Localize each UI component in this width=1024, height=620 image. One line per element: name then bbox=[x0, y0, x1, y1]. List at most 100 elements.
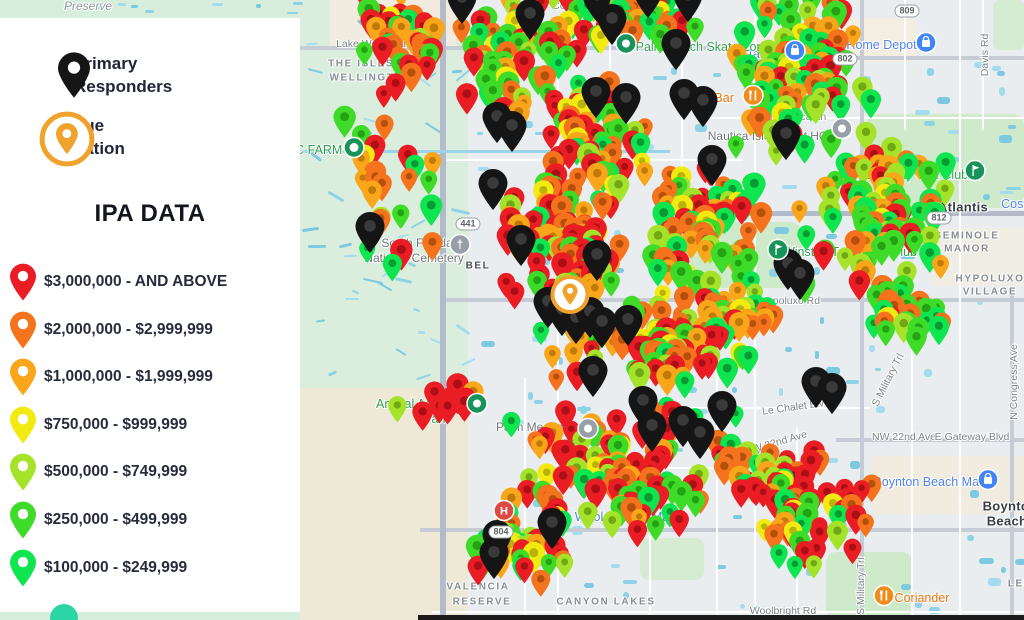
map-label: VILLAGE bbox=[962, 286, 1018, 298]
price-pin-3m-and-above[interactable] bbox=[372, 36, 393, 67]
price-pin-500k-749999[interactable] bbox=[855, 158, 873, 184]
pond bbox=[974, 62, 988, 68]
legend-pin-icon bbox=[10, 453, 36, 491]
road bbox=[420, 528, 1024, 532]
home-depot-icon[interactable] bbox=[915, 31, 937, 59]
restaurant-icon[interactable] bbox=[742, 84, 764, 112]
pond bbox=[131, 5, 138, 8]
pond bbox=[979, 558, 994, 564]
map-label: MANOR bbox=[944, 243, 990, 255]
pond bbox=[846, 380, 859, 384]
price-pin-500k-749999[interactable] bbox=[545, 0, 562, 10]
pond bbox=[614, 230, 621, 239]
hospital-icon[interactable]: H bbox=[493, 499, 515, 527]
pond bbox=[584, 583, 594, 588]
land-area bbox=[0, 612, 300, 620]
pond bbox=[523, 121, 533, 128]
price-pin-250k-499999[interactable] bbox=[686, 17, 704, 43]
land-area bbox=[993, 0, 1024, 50]
svg-text:†: † bbox=[457, 238, 464, 252]
mall-icon[interactable] bbox=[977, 468, 999, 496]
price-pin-2m-2999999[interactable] bbox=[400, 62, 422, 93]
skate-zone-icon[interactable] bbox=[615, 32, 637, 60]
price-pin-1m-1999999[interactable] bbox=[636, 162, 654, 187]
legend-item-label: $500,000 - $749,999 bbox=[44, 463, 188, 481]
pond bbox=[815, 351, 819, 359]
pond bbox=[850, 461, 860, 469]
legend-item-1m-1999999: $1,000,000 - $1,999,999 bbox=[10, 355, 213, 399]
restaurant-icon[interactable] bbox=[873, 584, 895, 612]
pond bbox=[785, 347, 792, 352]
price-pin-2m-2999999[interactable] bbox=[400, 168, 418, 192]
price-pin-3m-and-above[interactable] bbox=[542, 125, 560, 150]
price-pin-500k-749999[interactable] bbox=[805, 94, 827, 124]
price-pin-100k-249999[interactable] bbox=[831, 94, 851, 122]
price-pin-100k-249999[interactable] bbox=[734, 21, 756, 52]
map-label: BEL bbox=[465, 260, 491, 272]
pond bbox=[477, 132, 483, 135]
pond bbox=[97, 3, 106, 7]
hoa-icon[interactable] bbox=[831, 117, 853, 145]
legend-item-100k-249999: $100,000 - $249,999 bbox=[10, 546, 187, 590]
route-shield: 441 bbox=[455, 217, 481, 231]
golf-icon[interactable] bbox=[964, 159, 986, 187]
cemetery-icon[interactable]: † bbox=[449, 233, 471, 261]
legend-pin-icon bbox=[10, 549, 36, 587]
price-pin-100k-249999[interactable] bbox=[756, 15, 773, 39]
road bbox=[981, 0, 985, 130]
golf-icon[interactable] bbox=[767, 238, 789, 266]
road bbox=[903, 0, 907, 130]
pond bbox=[929, 607, 940, 614]
route-shield: 804 bbox=[488, 525, 514, 539]
price-pin-250k-499999[interactable] bbox=[918, 160, 940, 191]
pond bbox=[915, 110, 930, 115]
price-pin-250k-499999[interactable] bbox=[356, 41, 373, 66]
target-icon[interactable] bbox=[784, 39, 806, 67]
animal-park-icon[interactable] bbox=[466, 392, 488, 420]
map-label: SEMINOLE bbox=[934, 230, 1000, 242]
pond bbox=[623, 580, 637, 584]
price-pin-500k-749999[interactable] bbox=[855, 121, 877, 152]
price-pin-250k-499999[interactable] bbox=[727, 135, 744, 159]
road bbox=[910, 298, 914, 620]
pond bbox=[287, 12, 298, 14]
price-pin-3m-and-above[interactable] bbox=[455, 83, 478, 115]
route-shield: 802 bbox=[832, 52, 858, 66]
legend-item-250k-499999: $250,000 - $499,999 bbox=[10, 498, 187, 542]
price-pin-3m-and-above[interactable] bbox=[463, 47, 485, 77]
pond bbox=[992, 66, 1001, 71]
palm-meadows-icon[interactable] bbox=[577, 417, 599, 445]
price-pin-1m-1999999[interactable] bbox=[586, 162, 608, 194]
legend-item-label: $3,000,000 - AND ABOVE bbox=[44, 273, 228, 290]
pond bbox=[145, 10, 154, 13]
map-label: THE ISLES AT bbox=[328, 58, 414, 70]
venue-marker[interactable] bbox=[549, 274, 591, 321]
map-label: HYPOLUXO bbox=[955, 273, 1024, 285]
price-pin-250k-499999[interactable] bbox=[333, 105, 356, 138]
price-pin-2m-2999999[interactable] bbox=[452, 18, 471, 44]
pond bbox=[580, 406, 587, 414]
price-pin-1m-1999999[interactable] bbox=[391, 0, 411, 8]
road bbox=[680, 0, 684, 302]
price-pin-100k-249999[interactable] bbox=[860, 89, 882, 119]
price-pin-3m-and-above[interactable] bbox=[375, 85, 392, 108]
land-area bbox=[872, 456, 1024, 514]
svg-text:H: H bbox=[500, 506, 508, 518]
price-pin-3m-and-above[interactable] bbox=[418, 56, 436, 81]
map-label: Preserve bbox=[63, 0, 113, 13]
pond bbox=[782, 185, 797, 189]
pond bbox=[814, 267, 820, 275]
price-pin-250k-499999[interactable] bbox=[420, 170, 438, 195]
price-pin-250k-499999[interactable] bbox=[736, 63, 756, 90]
price-pin-2m-2999999[interactable] bbox=[375, 114, 394, 141]
pond bbox=[611, 564, 620, 568]
pond bbox=[826, 367, 840, 375]
price-pin-100k-249999[interactable] bbox=[794, 134, 815, 164]
map-label: IC FARM bbox=[291, 143, 343, 157]
price-pin-3m-and-above[interactable] bbox=[558, 0, 574, 12]
legend-pin-icon bbox=[10, 263, 36, 301]
farm-icon[interactable] bbox=[343, 136, 365, 164]
price-pin-100k-249999[interactable] bbox=[935, 152, 956, 181]
price-pin-1m-1999999[interactable] bbox=[845, 25, 861, 48]
